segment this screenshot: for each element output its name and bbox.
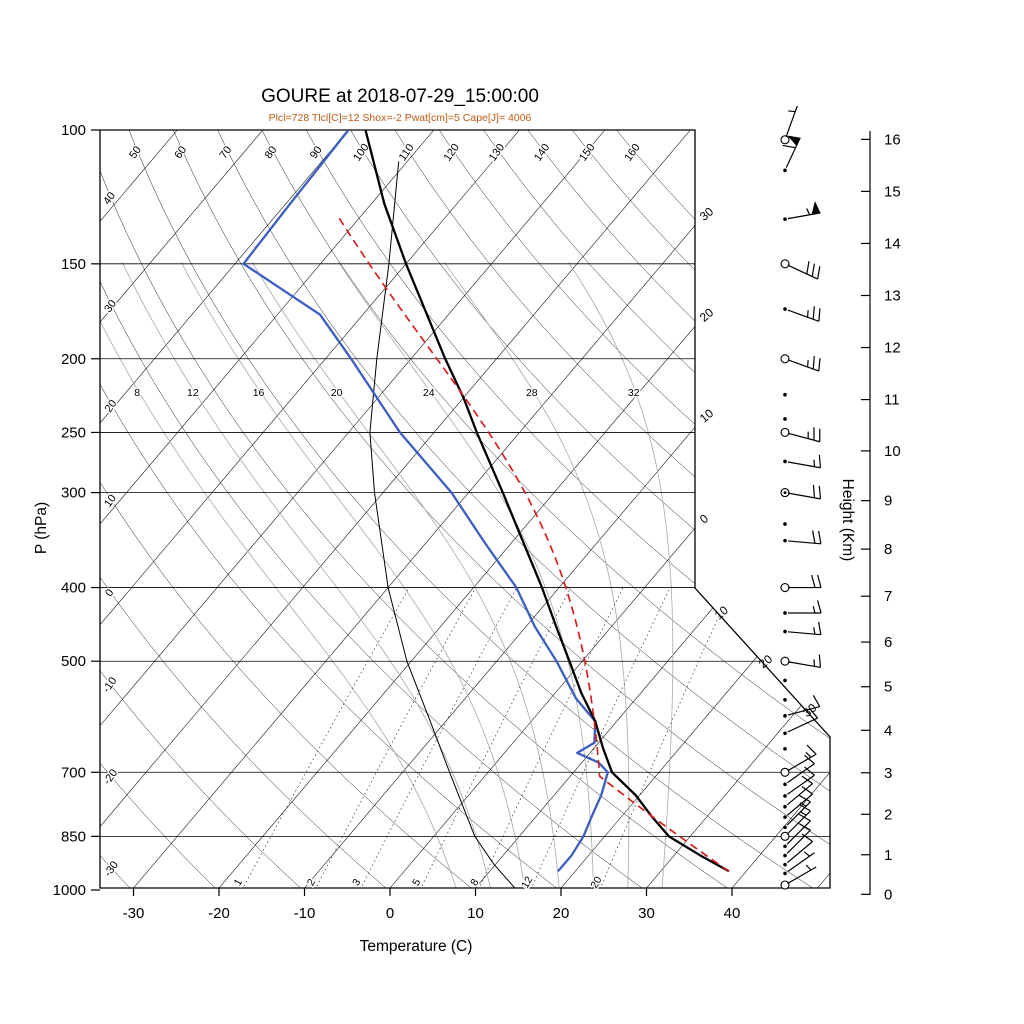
svg-text:150: 150 — [61, 256, 86, 273]
svg-text:40: 40 — [724, 905, 741, 922]
svg-text:14: 14 — [884, 235, 901, 252]
svg-text:10: 10 — [697, 406, 716, 426]
svg-text:15: 15 — [884, 183, 901, 200]
svg-text:0: 0 — [103, 587, 116, 599]
svg-text:130: 130 — [487, 142, 507, 164]
svg-text:1000: 1000 — [53, 882, 86, 899]
svg-text:200: 200 — [61, 351, 86, 368]
svg-text:8: 8 — [134, 387, 140, 399]
svg-text:10: 10 — [467, 905, 484, 922]
svg-text:3: 3 — [884, 765, 892, 782]
svg-text:10: 10 — [884, 443, 901, 460]
svg-text:30: 30 — [638, 905, 655, 922]
chart-title: GOURE at 2018-07-29_15:00:00 — [261, 86, 539, 107]
svg-text:300: 300 — [61, 485, 86, 502]
svg-text:32: 32 — [628, 387, 640, 399]
svg-text:20: 20 — [103, 398, 120, 415]
height-axis-label: Height (Km) — [839, 478, 856, 562]
x-axis-label: Temperature (C) — [359, 938, 473, 955]
svg-text:700: 700 — [61, 764, 86, 781]
svg-text:12: 12 — [187, 387, 199, 399]
chart-parameters: Plcl=728 Tlcl[C]=12 Shox=-2 Pwat[cm]=5 C… — [268, 112, 532, 124]
svg-text:50: 50 — [127, 144, 144, 161]
svg-text:500: 500 — [61, 653, 86, 670]
svg-text:16: 16 — [253, 387, 265, 399]
svg-text:120: 120 — [442, 142, 462, 164]
svg-text:850: 850 — [61, 828, 86, 845]
svg-text:16: 16 — [884, 131, 901, 148]
svg-text:-30: -30 — [102, 859, 121, 879]
svg-text:110: 110 — [397, 142, 417, 163]
svg-text:6: 6 — [884, 634, 892, 651]
svg-text:20: 20 — [697, 305, 716, 325]
svg-text:40: 40 — [101, 190, 118, 207]
svg-text:10: 10 — [712, 603, 731, 623]
svg-text:28: 28 — [526, 387, 538, 399]
svg-text:11: 11 — [884, 392, 900, 409]
svg-text:1: 1 — [232, 877, 245, 888]
svg-text:70: 70 — [218, 144, 235, 161]
svg-text:24: 24 — [423, 387, 435, 399]
svg-text:30: 30 — [697, 204, 716, 224]
svg-text:400: 400 — [61, 580, 86, 597]
svg-text:150: 150 — [577, 142, 597, 164]
svg-text:13: 13 — [884, 287, 901, 304]
svg-text:4: 4 — [884, 722, 892, 739]
svg-text:3: 3 — [350, 877, 363, 888]
svg-text:20: 20 — [331, 387, 343, 399]
svg-text:0: 0 — [697, 511, 711, 526]
pressure-axis-label: P (hPa) — [33, 501, 50, 555]
svg-text:-20: -20 — [208, 905, 230, 922]
svg-text:8: 8 — [884, 541, 892, 558]
svg-text:7: 7 — [884, 588, 892, 605]
svg-text:160: 160 — [622, 142, 642, 164]
svg-text:2: 2 — [305, 877, 318, 888]
svg-text:8: 8 — [468, 877, 481, 888]
svg-text:60: 60 — [172, 144, 189, 161]
svg-text:2: 2 — [884, 806, 892, 823]
svg-text:20: 20 — [756, 652, 775, 672]
svg-text:100: 100 — [61, 122, 86, 139]
svg-text:140: 140 — [532, 142, 552, 164]
svg-text:0: 0 — [386, 905, 394, 922]
svg-text:-30: -30 — [123, 905, 145, 922]
svg-text:5: 5 — [410, 877, 423, 888]
svg-text:5: 5 — [884, 679, 892, 696]
svg-text:20: 20 — [553, 905, 570, 922]
svg-text:-10: -10 — [294, 905, 316, 922]
svg-text:9: 9 — [884, 493, 892, 510]
svg-text:12: 12 — [884, 340, 901, 357]
svg-text:250: 250 — [61, 424, 86, 441]
svg-text:10: 10 — [102, 493, 119, 510]
svg-text:30: 30 — [102, 298, 119, 315]
svg-text:0: 0 — [884, 886, 892, 903]
svg-text:1: 1 — [884, 847, 892, 864]
